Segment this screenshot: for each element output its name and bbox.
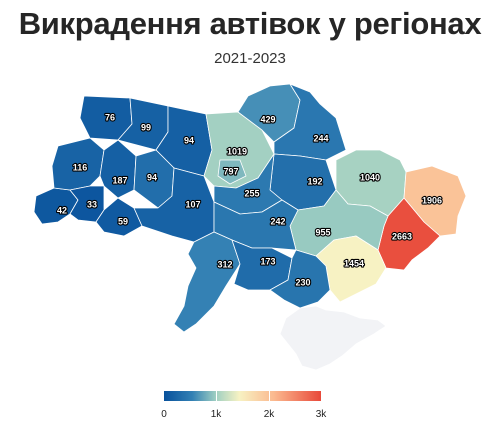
label-chernihiv: 429 [260,114,275,124]
region-labels: 42 116 76 99 94 94 33 187 59 107 1019 79… [56,111,443,288]
label-luhansk: 1906 [422,195,442,205]
region-kyiv-city[interactable] [217,159,247,185]
region-chernivtsi[interactable] [95,197,143,237]
legend-tick-label: 1k [210,409,222,420]
legend-tick-label: 2k [263,409,275,420]
label-vinnytsia: 107 [185,199,200,209]
label-kharkiv: 1040 [360,172,380,182]
label-mykolaiv: 173 [260,256,275,266]
label-sumy: 244 [313,133,328,143]
label-cherkasy: 255 [244,188,259,198]
label-khmelnytskyi: 187 [112,175,127,185]
legend-tick-label: 0 [161,409,167,420]
label-dnipropetrovsk: 955 [315,227,330,237]
region-odesa[interactable] [173,231,241,333]
label-chernivtsi: 59 [118,216,128,226]
region-crimea[interactable] [279,305,387,371]
chart-subtitle: 2021-2023 [214,50,286,67]
label-rivne: 99 [141,122,151,132]
label-lviv: 116 [73,162,88,172]
label-kirovohrad: 242 [270,216,285,226]
label-poltava: 192 [307,176,322,186]
label-zhytomyr: 94 [184,135,194,145]
label-kyiv-oblast: 1019 [227,146,247,156]
label-zaporizhzhia: 1454 [344,258,364,268]
legend-tick-mark [269,391,270,401]
label-zakarpattia: 42 [57,205,67,215]
legend-tick-label: 3k [315,409,327,420]
label-donetsk: 2663 [392,231,412,241]
legend-tick-mark [216,391,217,401]
label-kyiv-city: 797 [223,166,238,176]
region-ternopil[interactable] [99,139,137,199]
label-ivano-frankivsk: 33 [87,199,97,209]
legend-gradient-bar [164,391,321,401]
label-odesa: 312 [217,259,232,269]
chart-title: Викрадення автівок у регіонах [18,6,482,41]
label-kherson: 230 [295,277,310,287]
label-ternopil: 94 [147,172,157,182]
region-kherson[interactable] [269,249,331,309]
label-volyn: 76 [105,112,115,122]
color-legend: 0 1k 2k 3k [161,391,326,423]
